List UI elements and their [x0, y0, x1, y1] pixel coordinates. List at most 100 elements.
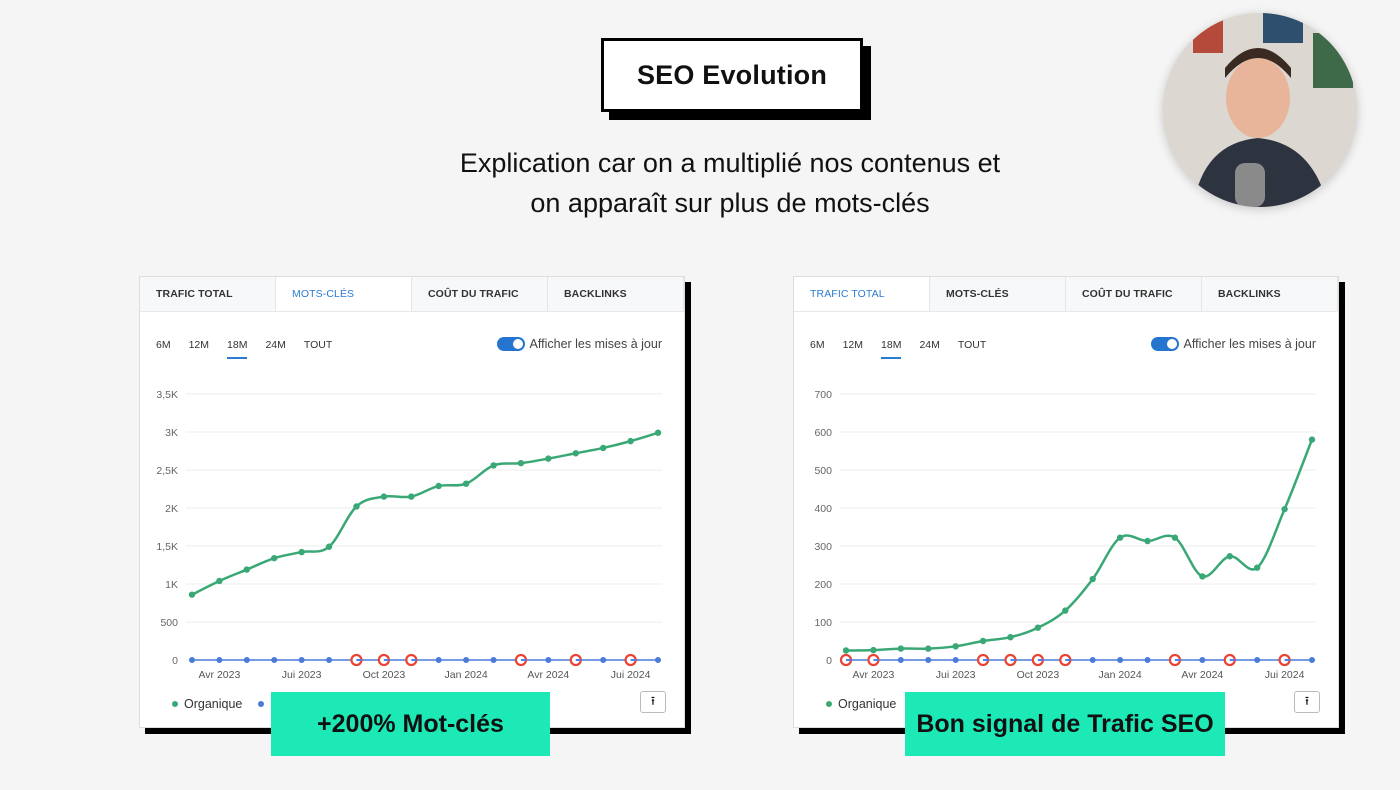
organic-data-point: [1308, 436, 1316, 443]
baseline-point: [490, 657, 497, 663]
y-tick-label: 0: [826, 655, 832, 667]
organic-data-point: [462, 480, 470, 487]
tab-backlinks[interactable]: BACKLINKS: [548, 277, 684, 311]
organic-data-point: [1199, 573, 1206, 580]
keywords-growth-badge: +200% Mot-clés: [271, 692, 550, 756]
y-tick-label: 500: [814, 465, 832, 477]
google-update-icon: [377, 653, 390, 667]
google-update-icon: [1223, 653, 1236, 667]
presenter-avatar: [1163, 13, 1357, 207]
organic-data-point: [925, 645, 932, 652]
subtitle: Explication car on a multiplié nos conte…: [380, 143, 1080, 223]
period-selector: 6M 12M 18M 24M TOUT: [810, 339, 1004, 359]
x-tick-label: Jui 2024: [1265, 669, 1305, 681]
google-update-icon: [350, 653, 363, 667]
updates-toggle-group: Afficher les mises à jour: [1150, 337, 1316, 351]
subtitle-line-1: Explication car on a multiplié nos conte…: [459, 148, 1001, 178]
organic-data-point: [298, 548, 305, 556]
organic-data-point: [1281, 505, 1288, 513]
y-tick-label: 1K: [165, 579, 178, 591]
chart-legend: Organique: [826, 697, 896, 711]
y-tick-label: 500: [160, 617, 178, 629]
organic-data-point: [545, 455, 552, 462]
tab-trafic-total[interactable]: TRAFIC TOTAL: [794, 277, 930, 311]
organic-data-point: [216, 577, 223, 585]
google-update-icon: [1059, 653, 1072, 667]
google-update-icon: [1168, 653, 1182, 667]
organic-data-point: [1171, 534, 1179, 541]
organic-data-point: [435, 482, 442, 490]
tab-trafic-total[interactable]: TRAFIC TOTAL: [140, 277, 276, 311]
google-update-icon: [1004, 653, 1017, 667]
organic-data-point: [979, 637, 987, 645]
period-18m[interactable]: 18M: [881, 339, 902, 359]
baseline-point: [1309, 657, 1315, 663]
tab-mots-cles[interactable]: MOTS-CLÉS: [276, 277, 412, 311]
traffic-signal-badge: Bon signal de Trafic SEO: [905, 692, 1225, 756]
baseline-point: [1254, 657, 1261, 663]
period-12m[interactable]: 12M: [842, 339, 864, 351]
organic-data-point: [517, 459, 525, 467]
period-24m[interactable]: 24M: [919, 339, 940, 351]
y-tick-label: 100: [814, 617, 832, 629]
baseline-point: [271, 657, 278, 663]
organic-data-point: [1089, 575, 1096, 583]
legend-organic-label[interactable]: Organique: [184, 697, 243, 711]
period-tout[interactable]: TOUT: [957, 339, 987, 351]
baseline-point: [1199, 657, 1206, 663]
legend-second-dot: [258, 701, 265, 707]
baseline-point: [925, 657, 932, 663]
baseline-point: [1144, 657, 1151, 663]
traffic-chart-panel: TRAFIC TOTAL MOTS-CLÉS COÛT DU TRAFIC BA…: [793, 276, 1339, 728]
google-update-icon: [405, 653, 418, 667]
x-tick-label: Jui 2023: [936, 669, 976, 681]
google-update-icon: [867, 653, 880, 667]
organic-data-point: [325, 543, 333, 550]
x-tick-label: Jan 2024: [1099, 669, 1142, 681]
tab-mots-cles[interactable]: MOTS-CLÉS: [930, 277, 1066, 311]
y-tick-label: 2,5K: [156, 465, 178, 477]
period-18m[interactable]: 18M: [227, 339, 248, 359]
y-tick-label: 400: [814, 503, 832, 515]
period-6m[interactable]: 6M: [156, 339, 171, 351]
organic-data-point: [188, 591, 196, 598]
tab-backlinks[interactable]: BACKLINKS: [1202, 277, 1338, 311]
google-update-icon: [514, 653, 528, 667]
baseline-point: [952, 657, 959, 663]
organic-data-point: [1226, 553, 1233, 560]
updates-toggle[interactable]: [496, 337, 525, 351]
organic-data-point: [897, 645, 905, 652]
baseline-point: [545, 657, 552, 663]
y-tick-label: 300: [814, 541, 832, 553]
google-update-icon: [976, 653, 990, 667]
updates-toggle[interactable]: [1150, 337, 1179, 351]
period-24m[interactable]: 24M: [265, 339, 286, 351]
period-12m[interactable]: 12M: [188, 339, 210, 351]
baseline-point: [1089, 657, 1096, 663]
subtitle-line-2: on apparaît sur plus de mots-clés: [530, 188, 930, 218]
organic-data-point: [627, 437, 634, 445]
export-icon[interactable]: ⭱: [1294, 691, 1320, 713]
tab-cout-du-trafic[interactable]: COÛT DU TRAFIC: [1066, 277, 1202, 311]
legend-organic-label[interactable]: Organique: [838, 697, 897, 711]
organic-data-point: [353, 503, 360, 510]
organic-data-point: [408, 493, 415, 500]
export-icon[interactable]: ⭱: [640, 691, 666, 713]
period-tout[interactable]: TOUT: [303, 339, 333, 351]
x-tick-label: Oct 2023: [1017, 669, 1060, 681]
y-tick-label: 2K: [165, 503, 178, 515]
x-tick-label: Avr 2023: [198, 669, 240, 681]
baseline-point: [326, 657, 333, 663]
page-title: SEO Evolution: [601, 38, 863, 112]
tab-cout-du-trafic[interactable]: COÛT DU TRAFIC: [412, 277, 548, 311]
baseline-point: [189, 657, 195, 663]
baseline-point: [600, 657, 607, 663]
baseline-point: [655, 657, 661, 663]
organic-data-point: [1007, 634, 1014, 641]
google-update-icon: [569, 653, 582, 667]
x-tick-label: Avr 2023: [852, 669, 894, 681]
baseline-point: [1117, 657, 1124, 663]
period-6m[interactable]: 6M: [810, 339, 825, 351]
keywords-chart-panel: TRAFIC TOTAL MOTS-CLÉS COÛT DU TRAFIC BA…: [139, 276, 685, 728]
y-tick-label: 3,5K: [156, 389, 178, 401]
